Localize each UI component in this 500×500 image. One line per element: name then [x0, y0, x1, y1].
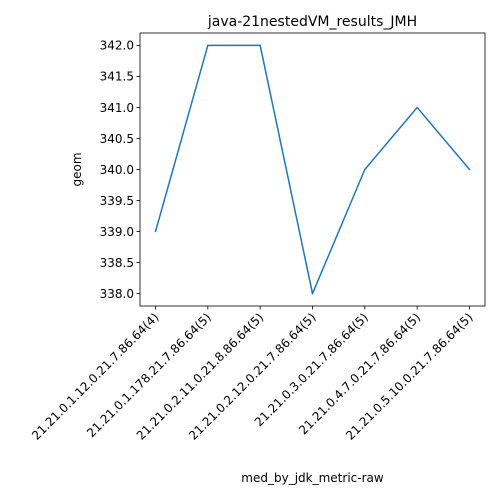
data-point: [154, 230, 157, 233]
y-tick-label: 338.0: [100, 287, 134, 301]
data-point: [207, 44, 209, 47]
y-tick-label: 341.0: [100, 101, 134, 115]
y-tick-label: 339.0: [100, 225, 134, 239]
x-axis-label: med_by_jdk_metric-raw: [241, 471, 384, 485]
data-point: [416, 106, 418, 109]
y-axis-label: geom: [70, 152, 84, 186]
y-tick-label: 340.0: [100, 163, 134, 177]
y-tick-label: 339.5: [100, 194, 134, 208]
data-point: [364, 168, 366, 171]
y-tick-label: 338.5: [100, 256, 134, 270]
y-tick-label: 341.5: [100, 70, 134, 84]
y-tick-label: 342.0: [100, 39, 134, 53]
y-tick-label: 340.5: [100, 132, 134, 146]
data-point: [311, 292, 314, 295]
data-point: [259, 44, 261, 47]
chart-title: java-21nestedVM_results_JMH: [207, 14, 417, 30]
data-point: [468, 168, 471, 171]
